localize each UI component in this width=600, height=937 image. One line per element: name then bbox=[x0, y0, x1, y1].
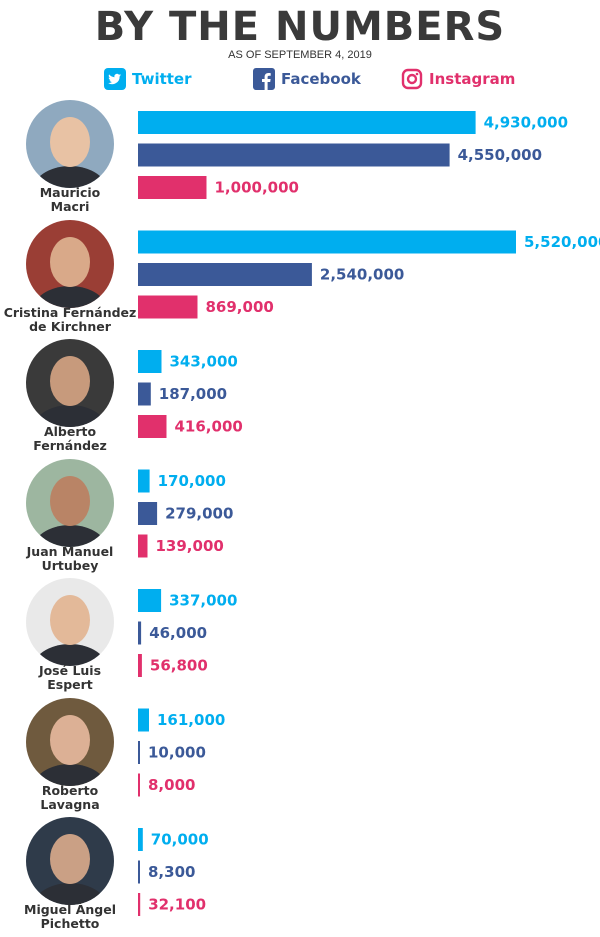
bar-instagram bbox=[138, 654, 142, 677]
bar-facebook bbox=[138, 741, 140, 764]
candidate-name-line: José Luis bbox=[38, 663, 102, 678]
bar-twitter bbox=[138, 589, 162, 612]
legend-item-instagram: Instagram bbox=[401, 68, 515, 90]
bar-facebook bbox=[138, 502, 158, 525]
data-label-twitter: 170,000 bbox=[158, 472, 226, 490]
candidate-name-line: Cristina Fernández bbox=[3, 304, 137, 320]
candidate-name-line: Lavagna bbox=[40, 796, 100, 812]
data-label-twitter: 70,000 bbox=[151, 831, 209, 849]
bar-twitter bbox=[138, 230, 516, 254]
twitter-icon bbox=[104, 68, 126, 90]
bar-instagram bbox=[138, 295, 198, 319]
candidate-name: Alberto Fernández bbox=[0, 425, 140, 453]
legend-item-twitter: Twitter bbox=[104, 68, 192, 90]
avatar bbox=[26, 697, 114, 786]
candidate-name: Juan Manuel Urtubey bbox=[0, 543, 140, 573]
data-label-facebook: 8,300 bbox=[148, 863, 195, 881]
bar-instagram bbox=[138, 534, 148, 558]
candidate-name-line: Macri bbox=[50, 199, 90, 214]
data-label-twitter: 161,000 bbox=[157, 711, 225, 729]
data-label-instagram: 56,800 bbox=[150, 657, 208, 675]
candidate-name-line: Espert bbox=[47, 677, 93, 692]
legend: Twitter Facebook Instagram bbox=[0, 68, 600, 90]
data-label-twitter: 5,520,000 bbox=[524, 233, 600, 251]
facebook-icon bbox=[253, 68, 275, 90]
data-label-instagram: 32,100 bbox=[148, 896, 206, 914]
bar-twitter bbox=[138, 469, 150, 493]
instagram-icon bbox=[401, 68, 423, 90]
candidate-name-line: Miguel Ángel bbox=[24, 902, 116, 917]
candidate-name-line: Juan Manuel bbox=[26, 543, 114, 559]
data-label-instagram: 8,000 bbox=[148, 776, 195, 794]
candidate-name: Cristina Fernández de Kirchner bbox=[0, 304, 140, 334]
legend-label-facebook: Facebook bbox=[281, 70, 361, 88]
bar-instagram bbox=[138, 415, 167, 438]
chart-title: BY THE NUMBERS bbox=[94, 4, 506, 50]
candidate-name-line: de Kirchner bbox=[29, 318, 111, 334]
candidate-name: Mauricio Macri bbox=[0, 186, 140, 214]
legend-label-instagram: Instagram bbox=[429, 70, 516, 88]
data-label-twitter: 337,000 bbox=[169, 592, 237, 610]
bar-twitter bbox=[138, 828, 143, 851]
bar-instagram bbox=[138, 893, 141, 916]
data-label-facebook: 279,000 bbox=[165, 505, 233, 523]
data-label-facebook: 187,000 bbox=[159, 385, 227, 403]
candidate-name-line: Mauricio bbox=[39, 185, 101, 200]
candidate-name: Roberto Lavagna bbox=[0, 782, 140, 812]
data-label-instagram: 1,000,000 bbox=[215, 179, 299, 197]
avatar bbox=[26, 458, 114, 547]
bar-twitter bbox=[138, 708, 149, 732]
bar-facebook bbox=[138, 860, 140, 884]
candidate-name: Miguel Ángel Pichetto bbox=[0, 903, 140, 931]
data-label-instagram: 416,000 bbox=[175, 418, 243, 436]
candidate-name: José Luis Espert bbox=[0, 664, 140, 692]
data-label-instagram: 869,000 bbox=[206, 298, 274, 316]
chart-subtitle: AS OF SEPTEMBER 4, 2019 bbox=[228, 49, 372, 61]
data-label-facebook: 4,550,000 bbox=[458, 146, 542, 164]
data-label-facebook: 10,000 bbox=[148, 744, 206, 762]
data-label-twitter: 343,000 bbox=[170, 353, 238, 371]
bar-facebook bbox=[138, 382, 151, 406]
data-label-twitter: 4,930,000 bbox=[484, 114, 568, 132]
bar-instagram bbox=[138, 176, 207, 199]
avatar bbox=[26, 817, 114, 905]
bar-facebook bbox=[138, 263, 312, 286]
bar-instagram bbox=[138, 773, 140, 797]
bar-facebook bbox=[138, 143, 450, 167]
data-label-facebook: 2,540,000 bbox=[320, 266, 404, 284]
bar-twitter bbox=[138, 350, 162, 373]
candidate-name-line: Roberto bbox=[41, 782, 99, 798]
data-label-facebook: 46,000 bbox=[149, 624, 207, 642]
bar-twitter bbox=[138, 111, 476, 134]
candidate-name-line: Alberto bbox=[43, 424, 97, 439]
candidate-name-line: Urtubey bbox=[41, 557, 99, 573]
legend-label-twitter: Twitter bbox=[132, 70, 192, 88]
data-label-instagram: 139,000 bbox=[156, 537, 224, 555]
avatar bbox=[26, 578, 114, 666]
candidate-name-line: Fernández bbox=[33, 438, 107, 453]
legend-item-facebook: Facebook bbox=[253, 68, 361, 90]
candidate-name-line: Pichetto bbox=[40, 916, 100, 931]
bar-facebook bbox=[138, 621, 142, 645]
avatar bbox=[26, 339, 114, 427]
avatar bbox=[26, 219, 114, 308]
avatar bbox=[26, 100, 114, 188]
